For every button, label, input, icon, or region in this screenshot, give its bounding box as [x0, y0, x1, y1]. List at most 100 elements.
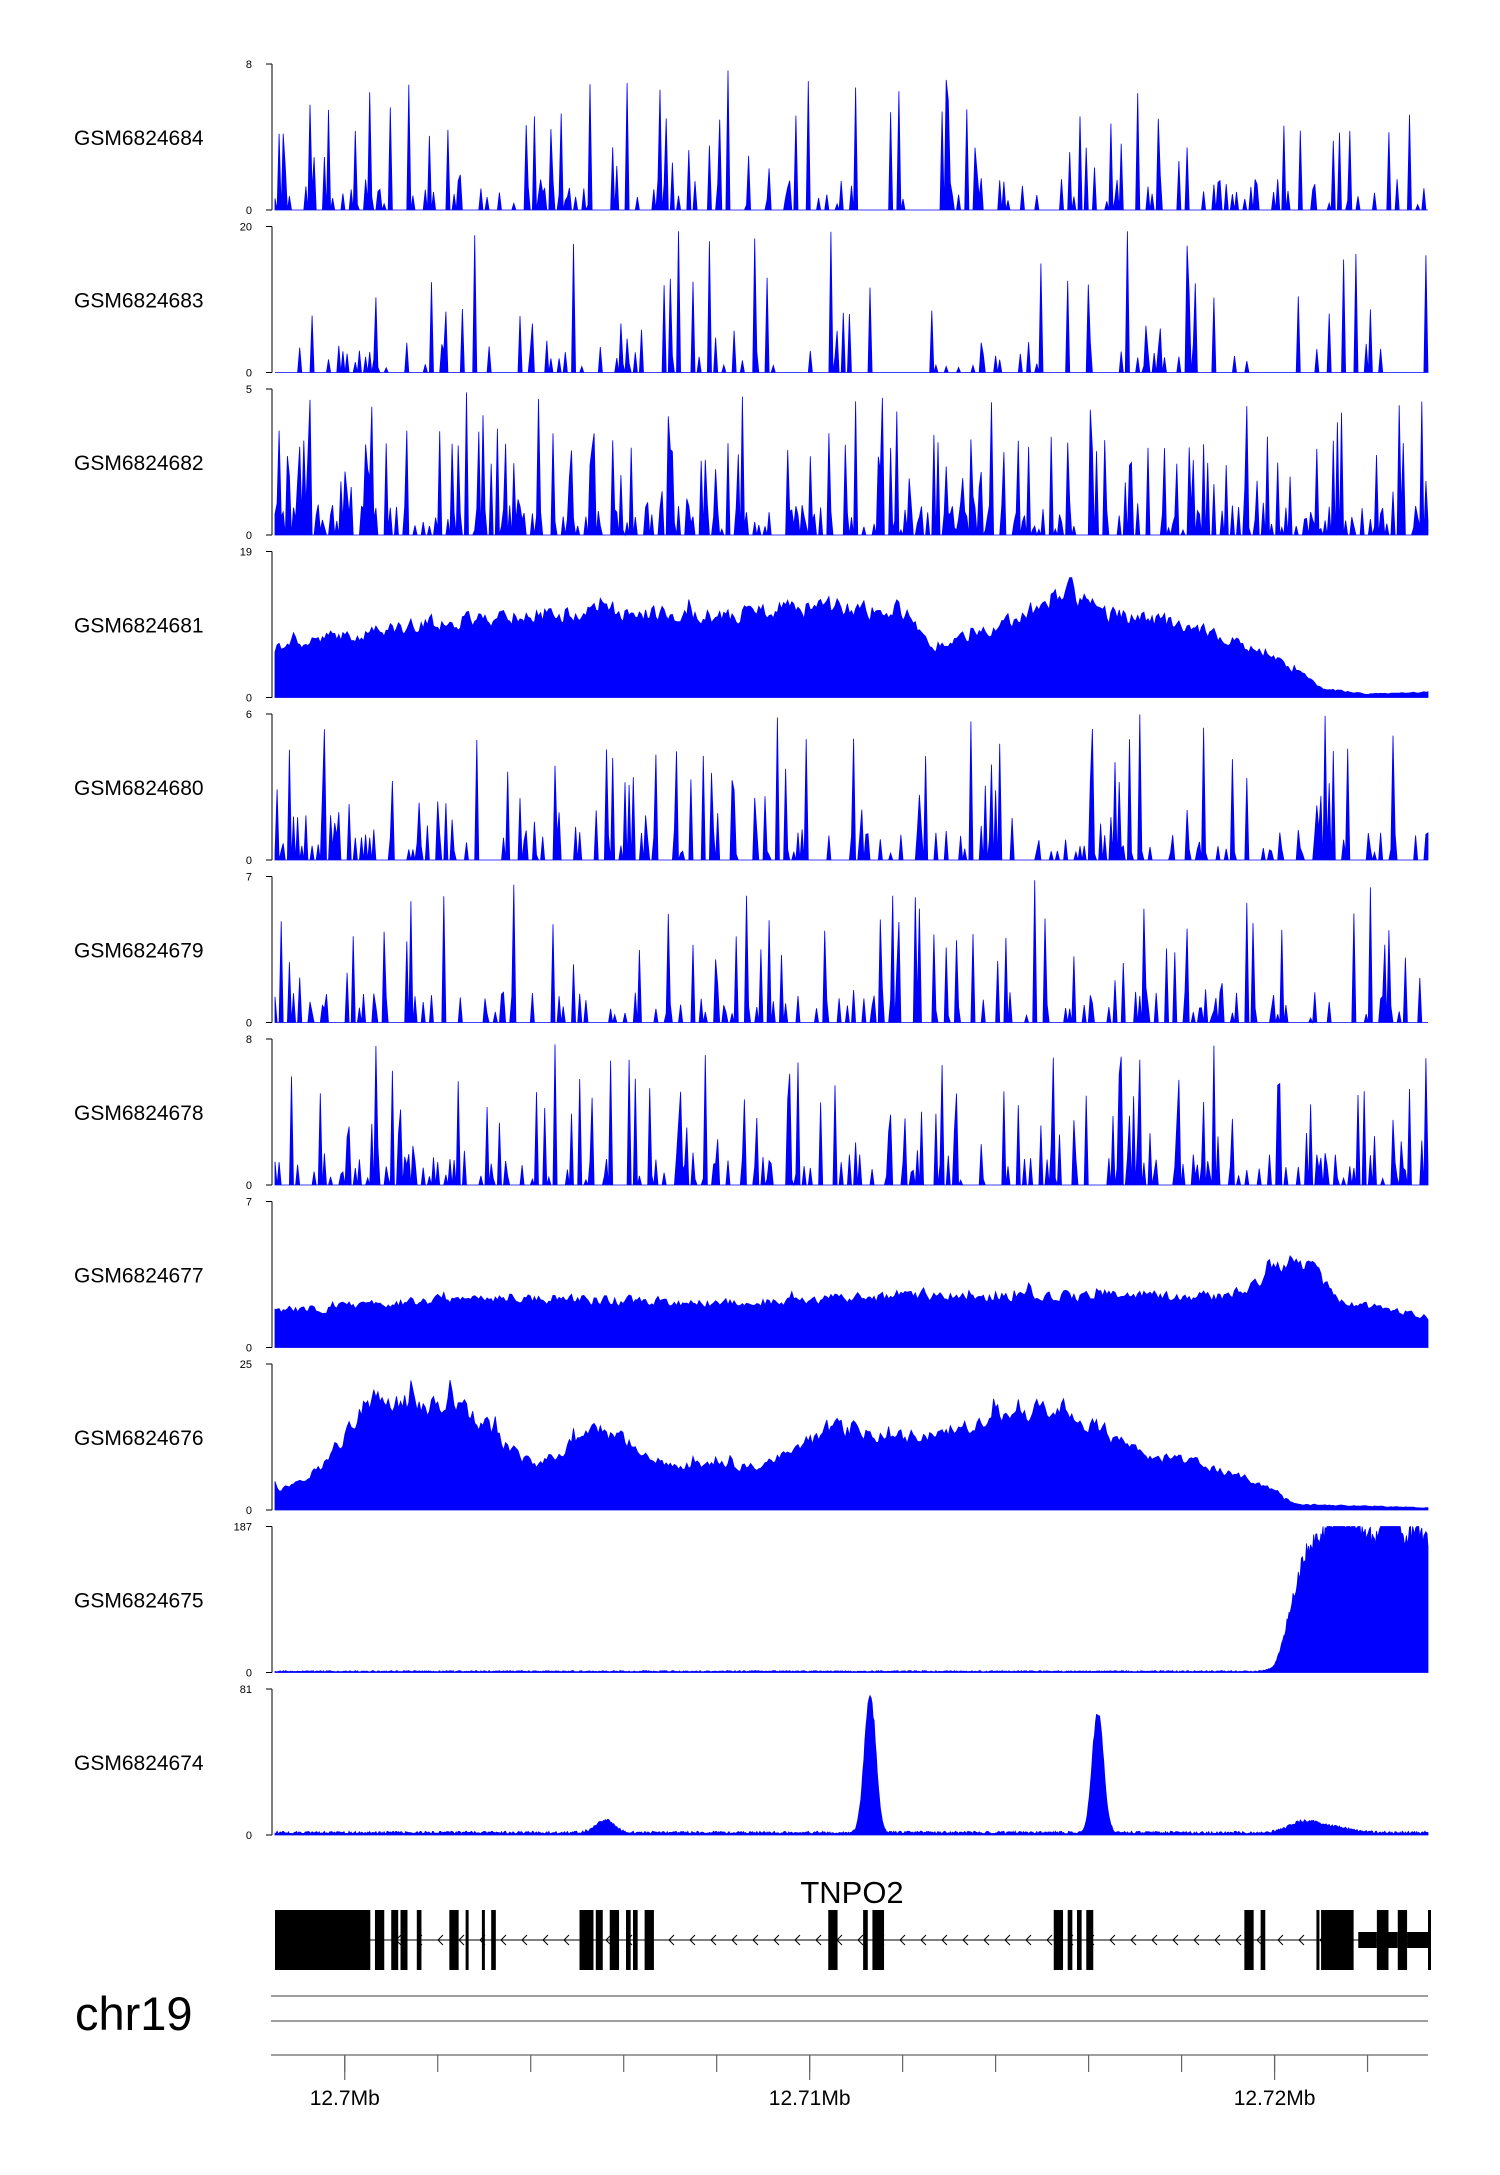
coverage-area [274, 1255, 1429, 1348]
track-label: GSM6824682 [74, 452, 204, 475]
exon-block [1321, 1910, 1354, 1970]
y-axis-min-label: 0 [246, 1505, 252, 1517]
utr-block [1358, 1932, 1377, 1948]
chromosome-label: chr19 [75, 1987, 193, 2040]
strand-arrow [1235, 1934, 1242, 1946]
track-GSM6824677: GSM6824677 7 0 [74, 1197, 1429, 1355]
utr-block [1407, 1932, 1428, 1948]
exon-block [644, 1910, 654, 1970]
strand-arrow [1004, 1934, 1011, 1946]
strand-arrow [1130, 1934, 1137, 1946]
track-label: GSM6824675 [74, 1590, 204, 1613]
genome-axis-tick-label: 12.71Mb [769, 2087, 851, 2110]
genome-axis-tick-label: 12.7Mb [310, 2087, 380, 2110]
strand-arrow [1151, 1934, 1158, 1946]
exon-block [275, 1910, 371, 1970]
strand-arrow [1172, 1934, 1179, 1946]
y-axis-min-label: 0 [246, 855, 252, 867]
utr-block [1386, 1932, 1398, 1948]
exon-block [595, 1910, 603, 1970]
strand-arrow [794, 1934, 801, 1946]
y-axis-max-label: 187 [234, 1522, 252, 1534]
strand-arrow [920, 1934, 927, 1946]
track-GSM6824681: GSM6824681 19 0 [74, 547, 1429, 705]
exon-block [863, 1910, 868, 1970]
strand-arrow [521, 1934, 528, 1946]
coverage-area [274, 1525, 1429, 1673]
y-axis-max-label: 8 [246, 59, 252, 71]
strand-arrow [1193, 1934, 1200, 1946]
y-axis-max-label: 81 [240, 1684, 252, 1696]
y-axis-max-label: 20 [240, 222, 252, 234]
strand-arrow [1025, 1934, 1032, 1946]
coverage-area [274, 880, 1428, 1025]
track-label: GSM6824681 [74, 615, 204, 638]
strand-arrow [731, 1934, 738, 1946]
genome-axis: 12.7Mb 12.71Mb 12.72Mb [271, 2054, 1428, 2110]
strand-arrow [542, 1934, 549, 1946]
strand-arrow [1214, 1934, 1221, 1946]
y-axis-min-label: 0 [246, 368, 252, 380]
strand-arrow [1109, 1934, 1116, 1946]
exon-block [632, 1910, 638, 1970]
y-axis-max-label: 6 [246, 709, 252, 721]
strand-arrow [773, 1934, 780, 1946]
exon-block [491, 1910, 496, 1970]
coverage-area [274, 577, 1429, 698]
exon-block [400, 1910, 408, 1970]
strand-arrow [983, 1934, 990, 1946]
exon-block [1076, 1910, 1082, 1970]
exon-block [626, 1910, 631, 1970]
y-axis-min-label: 0 [246, 205, 252, 217]
exon-block [609, 1910, 620, 1970]
y-axis-max-label: 19 [240, 547, 252, 559]
exon-block [872, 1910, 885, 1970]
coverage-area [274, 392, 1429, 537]
y-axis-min-label: 0 [246, 1180, 252, 1192]
exon-block [391, 1910, 399, 1970]
coverage-area [274, 70, 1428, 211]
gene-name-label: TNPO2 [800, 1875, 903, 1910]
track-GSM6824680: GSM6824680 6 0 [74, 709, 1429, 867]
y-axis-max-label: 7 [246, 1197, 252, 1209]
strand-arrow [437, 1934, 444, 1946]
track-label: GSM6824674 [74, 1752, 204, 1775]
track-label: GSM6824684 [74, 127, 204, 150]
exon-block [1428, 1910, 1431, 1970]
y-axis-min-label: 0 [246, 1343, 252, 1355]
coverage-area [274, 1694, 1429, 1836]
track-GSM6824678: GSM6824678 8 0 [74, 1034, 1429, 1192]
exon-block [1376, 1910, 1389, 1970]
y-axis-min-label: 0 [246, 693, 252, 705]
y-axis-min-label: 0 [246, 530, 252, 542]
exon-block [1244, 1910, 1254, 1970]
exon-block [374, 1910, 385, 1970]
exon-block [579, 1910, 594, 1970]
exon-block [1316, 1910, 1320, 1970]
strand-arrow [941, 1934, 948, 1946]
y-axis-min-label: 0 [246, 1668, 252, 1680]
strand-arrow [710, 1934, 717, 1946]
exon-block [828, 1910, 838, 1970]
strand-arrow [668, 1934, 675, 1946]
exon-block [1086, 1910, 1094, 1970]
strand-arrow [605, 1934, 612, 1946]
strand-arrow [962, 1934, 969, 1946]
strand-arrow [1046, 1934, 1053, 1946]
track-GSM6824684: GSM6824684 8 0 [74, 59, 1428, 217]
strand-arrow [1277, 1934, 1284, 1946]
coverage-area [274, 1380, 1429, 1511]
exon-block [481, 1910, 485, 1970]
track-label: GSM6824677 [74, 1265, 204, 1288]
track-GSM6824675: GSM6824675 187 0 [74, 1522, 1429, 1680]
strand-arrow [752, 1934, 759, 1946]
coverage-area [274, 714, 1429, 861]
exon-block [465, 1910, 469, 1970]
coverage-area [274, 1044, 1429, 1187]
track-label: GSM6824676 [74, 1427, 204, 1450]
track-label: GSM6824680 [74, 777, 204, 800]
exon-block [1067, 1910, 1073, 1970]
exon-block [416, 1910, 422, 1970]
